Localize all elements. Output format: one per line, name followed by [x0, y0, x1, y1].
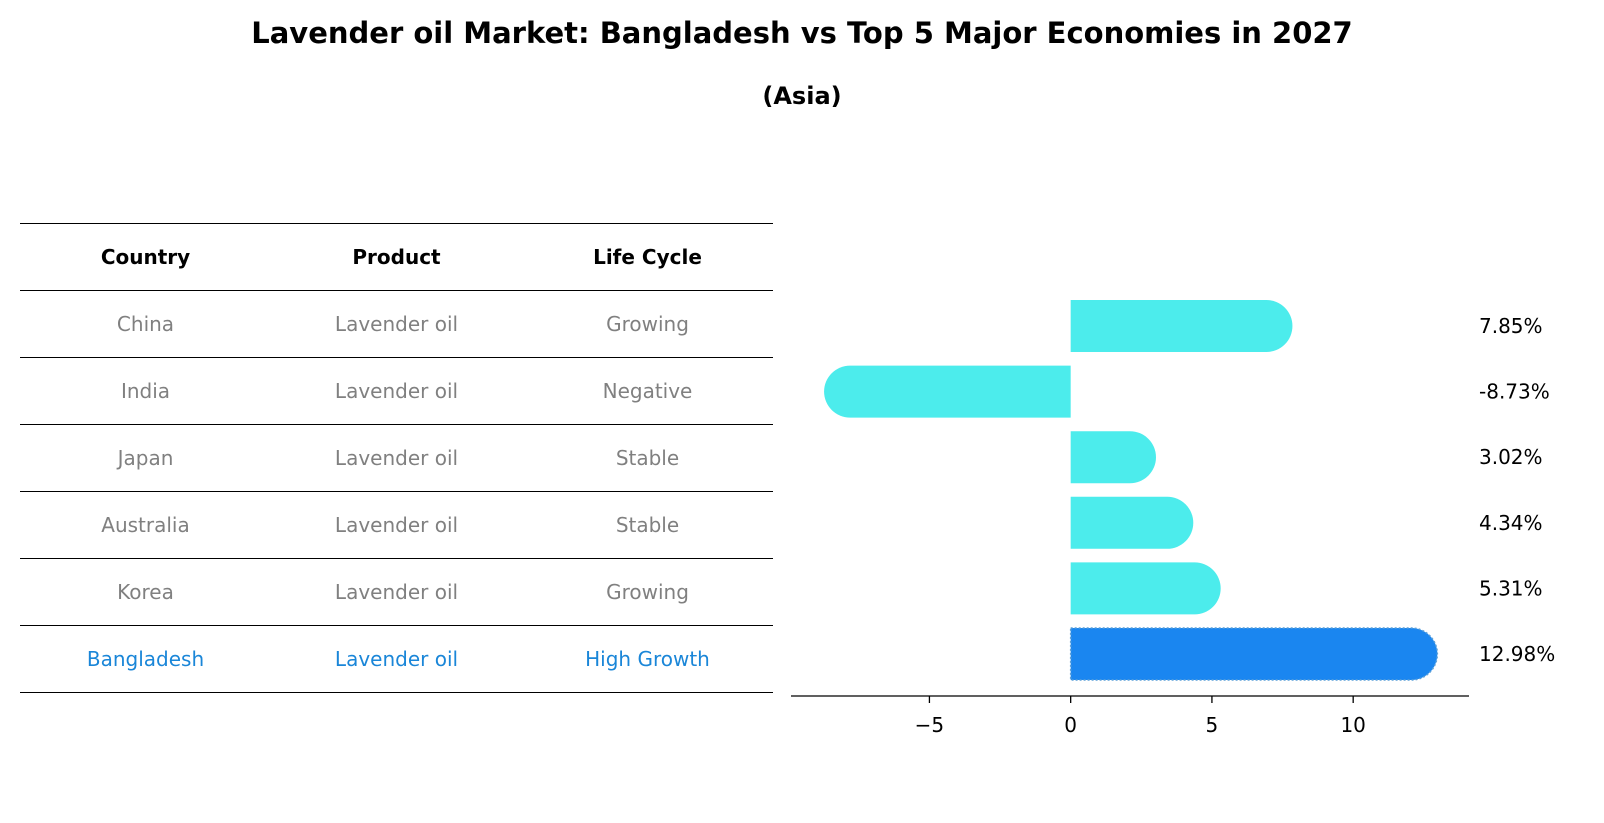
table-row: China Lavender oil Growing	[20, 290, 773, 358]
header-country: Country	[20, 223, 271, 291]
value-label-india: -8.73%	[1479, 380, 1550, 404]
bar-korea	[1070, 562, 1221, 615]
chart-subtitle: (Asia)	[762, 82, 842, 110]
table-header-row: Country Product Life Cycle	[20, 223, 773, 291]
x-tick-label: 0	[1064, 713, 1077, 737]
header-life-cycle: Life Cycle	[522, 223, 773, 291]
cell-life-cycle: High Growth	[522, 625, 773, 693]
value-label-korea: 5.31%	[1479, 576, 1543, 600]
bar-india	[824, 365, 1071, 418]
cell-life-cycle: Growing	[522, 290, 773, 358]
x-tick-label: 10	[1340, 713, 1365, 737]
cell-product: Lavender oil	[271, 424, 522, 492]
cell-product: Lavender oil	[271, 491, 522, 559]
value-label-australia: 4.34%	[1479, 511, 1543, 535]
table-row: India Lavender oil Negative	[20, 357, 773, 425]
cell-life-cycle: Stable	[522, 424, 773, 492]
cell-country: Australia	[20, 491, 271, 559]
cell-country: Korea	[20, 558, 271, 626]
country-table: Country Product Life Cycle China Lavende…	[20, 223, 773, 693]
table-row: Korea Lavender oil Growing	[20, 558, 773, 626]
table-row: Japan Lavender oil Stable	[20, 424, 773, 492]
cell-country: Japan	[20, 424, 271, 492]
bar-bangladesh	[1069, 627, 1439, 681]
x-tick-label: 5	[1206, 713, 1219, 737]
bar-china	[1070, 300, 1293, 352]
cell-product: Lavender oil	[271, 625, 522, 693]
table-row: Australia Lavender oil Stable	[20, 491, 773, 559]
cell-life-cycle: Growing	[522, 558, 773, 626]
bar-australia	[1070, 496, 1194, 549]
cell-product: Lavender oil	[271, 558, 522, 626]
value-label-bangladesh: 12.98%	[1479, 642, 1555, 666]
cell-country: China	[20, 290, 271, 358]
bar-japan	[1070, 431, 1156, 484]
cell-product: Lavender oil	[271, 357, 522, 425]
value-label-china: 7.85%	[1479, 314, 1543, 338]
cell-life-cycle: Negative	[522, 357, 773, 425]
table-row-highlight: Bangladesh Lavender oil High Growth	[20, 625, 773, 693]
header-product: Product	[271, 223, 522, 291]
cell-product: Lavender oil	[271, 290, 522, 358]
cell-country: India	[20, 357, 271, 425]
value-label-japan: 3.02%	[1479, 445, 1543, 469]
chart-title: Lavender oil Market: Bangladesh vs Top 5…	[251, 16, 1353, 50]
cell-life-cycle: Stable	[522, 491, 773, 559]
cell-country: Bangladesh	[20, 625, 271, 693]
x-tick-label: −5	[915, 713, 944, 737]
